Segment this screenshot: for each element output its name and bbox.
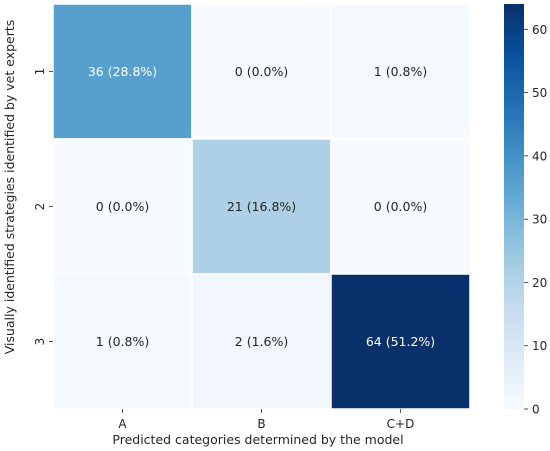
x-axis: A B C+D <box>118 409 414 431</box>
y-axis: 1 2 3 <box>33 68 53 346</box>
heatmap-cell-r3-c2 <box>191 273 332 410</box>
cell-label-r2-c1: 0 (0.0%) <box>96 199 149 214</box>
cell-labels: 36 (28.8%) 0 (0.0%) 1 (0.8%) 0 (0.0%) 21 (16… <box>88 64 435 349</box>
cell-label-r2-c2: 21 (16.8%) <box>227 199 296 214</box>
heatmap-cell-r1-c3 <box>330 3 471 140</box>
cell-label-r1-c2: 0 (0.0%) <box>235 64 288 79</box>
cell-label-r1-c1: 36 (28.8%) <box>88 64 157 79</box>
colorbar-tick-label-3: 20 <box>532 276 547 290</box>
colorbar-tick-label-4: 30 <box>532 213 547 227</box>
colorbar-tick-label-2: 10 <box>532 339 547 353</box>
cell-label-r2-c3: 0 (0.0%) <box>374 199 427 214</box>
heatmap-cells <box>52 3 471 410</box>
cell-label-r3-c2: 2 (1.6%) <box>235 334 288 349</box>
y-axis-label: Visually identified strategies identifie… <box>2 20 17 355</box>
colorbar-tick-label-1: 0 <box>532 403 540 417</box>
y-tick-label-1: 1 <box>33 68 47 76</box>
x-tick-label-2: B <box>257 417 265 431</box>
colorbar: 0 10 20 30 40 50 60 <box>504 4 547 417</box>
colorbar-tick-label-7: 60 <box>532 23 547 37</box>
heatmap-cell-r1-c2 <box>191 3 332 140</box>
x-axis-label: Predicted categories determined by the m… <box>112 432 403 447</box>
colorbar-tick-label-6: 50 <box>532 86 547 100</box>
x-tick-label-1: A <box>118 417 127 431</box>
colorbar-tick-label-5: 40 <box>532 149 547 163</box>
y-tick-label-2: 2 <box>33 203 47 211</box>
heatmap-cell-r2-c1 <box>52 138 193 275</box>
cell-label-r3-c1: 1 (0.8%) <box>96 334 149 349</box>
cell-label-r3-c3: 64 (51.2%) <box>366 334 435 349</box>
heatmap-cell-r2-c3 <box>330 138 471 275</box>
x-tick-label-3: C+D <box>387 417 415 431</box>
y-tick-label-3: 3 <box>33 338 47 346</box>
heatmap-cell-r1-c1 <box>52 3 193 140</box>
colorbar-gradient <box>504 4 524 409</box>
cell-label-r1-c3: 1 (0.8%) <box>374 64 427 79</box>
heatmap-cell-r2-c2 <box>191 138 332 275</box>
